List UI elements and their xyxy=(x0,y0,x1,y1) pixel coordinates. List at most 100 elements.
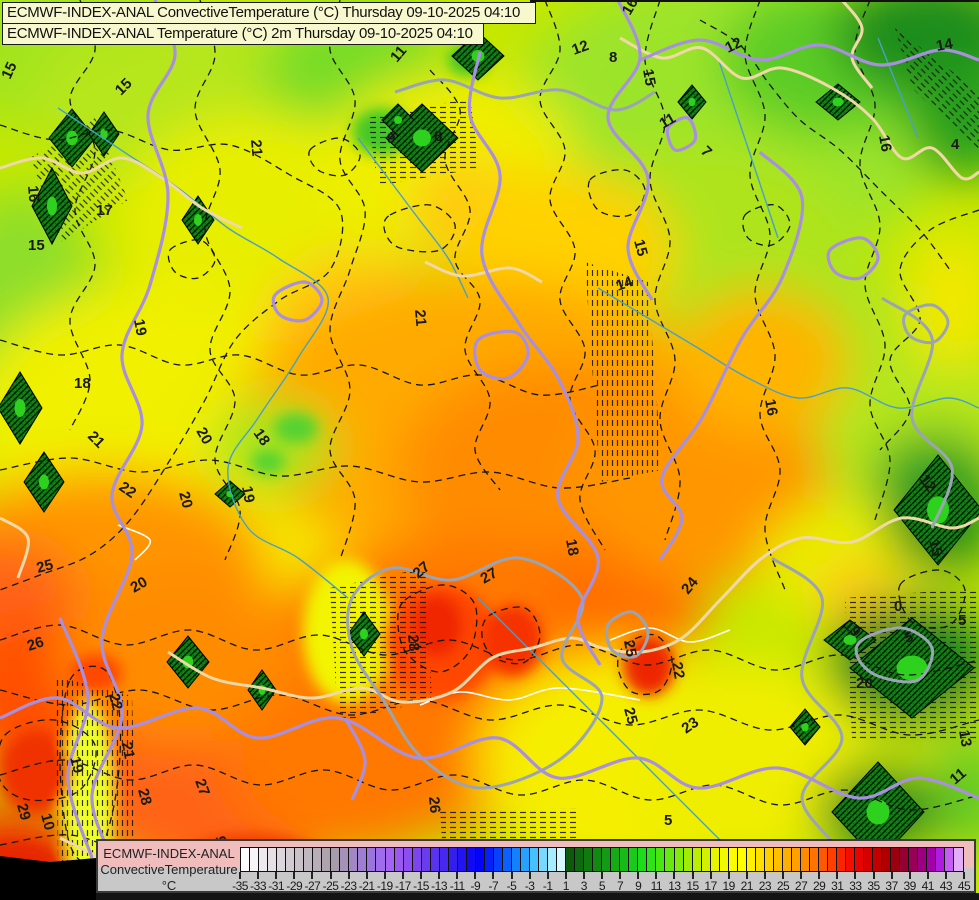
contour-label: 21 xyxy=(118,741,138,760)
contour-label: 8 xyxy=(434,128,442,145)
tick-mark xyxy=(709,872,712,879)
legend-product: ECMWF-INDEX-ANAL xyxy=(103,846,235,861)
legend-units: °C xyxy=(161,878,177,893)
contour-label: 13 xyxy=(955,729,975,748)
colorbar-cell xyxy=(330,848,340,871)
contour-label: 16 xyxy=(875,134,895,153)
colorbar-cell xyxy=(745,848,755,871)
colorbar-cell xyxy=(763,848,773,871)
tick-label: -29 xyxy=(286,879,303,893)
colorbar-tick-labels: -35 -33 -31 -29 -27 -25 -23 -21 -19 -17 -15 -13 -11-… xyxy=(232,879,971,893)
tick-mark xyxy=(257,872,260,879)
colorbar-cell xyxy=(628,848,638,871)
tick-mark xyxy=(619,872,622,879)
tick-mark xyxy=(347,872,350,879)
tick-mark xyxy=(655,872,658,879)
colorbar-cell xyxy=(935,848,945,871)
colorbar-cell xyxy=(944,848,954,871)
colorbar-cell xyxy=(808,848,818,871)
tick-label: 33 xyxy=(849,879,862,893)
contour-label: 20 xyxy=(193,425,216,448)
tick-mark xyxy=(963,872,965,879)
tick-mark xyxy=(564,872,567,879)
contour-label: 16 xyxy=(24,185,42,203)
colorbar-cell xyxy=(529,848,539,871)
tick-label: 27 xyxy=(794,879,808,893)
colorbar-cell xyxy=(366,848,376,871)
bottom-frame xyxy=(96,893,979,900)
contour-label: 27 xyxy=(478,564,501,587)
contour-label: 18 xyxy=(250,426,273,449)
colorbar-cell xyxy=(736,848,746,871)
tick-mark xyxy=(782,872,784,879)
colorbar-cell xyxy=(303,848,313,871)
colorbar-cell xyxy=(754,848,764,871)
colorbar-cell xyxy=(709,848,719,871)
contour-label: 0 xyxy=(894,598,902,615)
contour-label: 18 xyxy=(562,538,582,557)
tick-mark xyxy=(601,872,603,879)
colorbar-cell xyxy=(547,848,557,871)
colorbar-cell xyxy=(601,848,611,871)
colorbar-cell xyxy=(538,848,548,871)
tick-label: 19 xyxy=(722,879,736,893)
contour-label: 22 xyxy=(668,661,688,680)
contour-label: 15 xyxy=(639,68,659,87)
tick-label: 23 xyxy=(758,879,772,893)
contour-label: 29 xyxy=(13,802,34,823)
tick-mark xyxy=(727,872,730,879)
tick-mark xyxy=(401,872,404,879)
contour-label: 4 xyxy=(951,136,960,153)
tick-mark xyxy=(800,872,803,879)
colorbar-cell xyxy=(411,848,421,871)
colorbar-cell xyxy=(375,848,385,871)
colorbar-cell xyxy=(258,848,268,871)
colorbar-cell xyxy=(574,848,584,871)
colorbar-cell xyxy=(249,848,259,871)
contour-label: 26 xyxy=(425,796,443,814)
legend: ECMWF-INDEX-ANAL ConvectiveTemperature °… xyxy=(96,839,976,893)
tick-label: 29 xyxy=(813,879,826,893)
colorbar-cell xyxy=(845,848,855,871)
colorbar-cell xyxy=(799,848,809,871)
tick-mark xyxy=(329,872,332,879)
contour-label: 27 xyxy=(191,777,213,798)
colorbar-cell xyxy=(241,848,250,871)
tick-label: -11 xyxy=(449,879,465,893)
contour-label: 5 xyxy=(958,612,966,629)
colorbar-cell xyxy=(637,848,647,871)
tick-mark xyxy=(510,872,513,879)
tick-mark xyxy=(420,872,422,879)
tick-label: 39 xyxy=(903,879,917,893)
tick-mark xyxy=(745,872,748,879)
colorbar-cell xyxy=(483,848,493,871)
contour-label: 8 xyxy=(609,49,617,66)
tick-label: -7 xyxy=(488,879,499,893)
contour-label: 20 xyxy=(856,675,873,692)
colorbar-cell xyxy=(492,848,502,871)
colorbar-cell xyxy=(339,848,349,871)
contour-label: 21 xyxy=(411,309,429,327)
tick-label: -17 xyxy=(394,879,411,893)
tick-label: 9 xyxy=(635,879,642,893)
tick-mark xyxy=(293,872,296,879)
colorbar-cell xyxy=(456,848,466,871)
contour-label: 28 xyxy=(134,787,155,808)
tick-label: 31 xyxy=(831,879,844,893)
contour-label: 28 xyxy=(404,634,422,652)
contour-label: 15 xyxy=(28,237,45,254)
colorbar-cell xyxy=(727,848,737,871)
colorbar-cell xyxy=(772,848,782,871)
map-void-area xyxy=(0,856,96,900)
colorbar-cell xyxy=(510,848,520,871)
colorbar-cell xyxy=(917,848,927,871)
tick-label: -21 xyxy=(358,879,375,893)
tick-mark xyxy=(763,872,766,879)
tick-label: 7 xyxy=(617,879,624,893)
colorbar-cell xyxy=(384,848,394,871)
colorbar-cell xyxy=(646,848,656,871)
tick-mark xyxy=(528,872,531,879)
mountain-hatch-patches xyxy=(0,31,979,863)
tick-mark xyxy=(836,872,839,879)
colorbar-cell xyxy=(899,848,909,871)
